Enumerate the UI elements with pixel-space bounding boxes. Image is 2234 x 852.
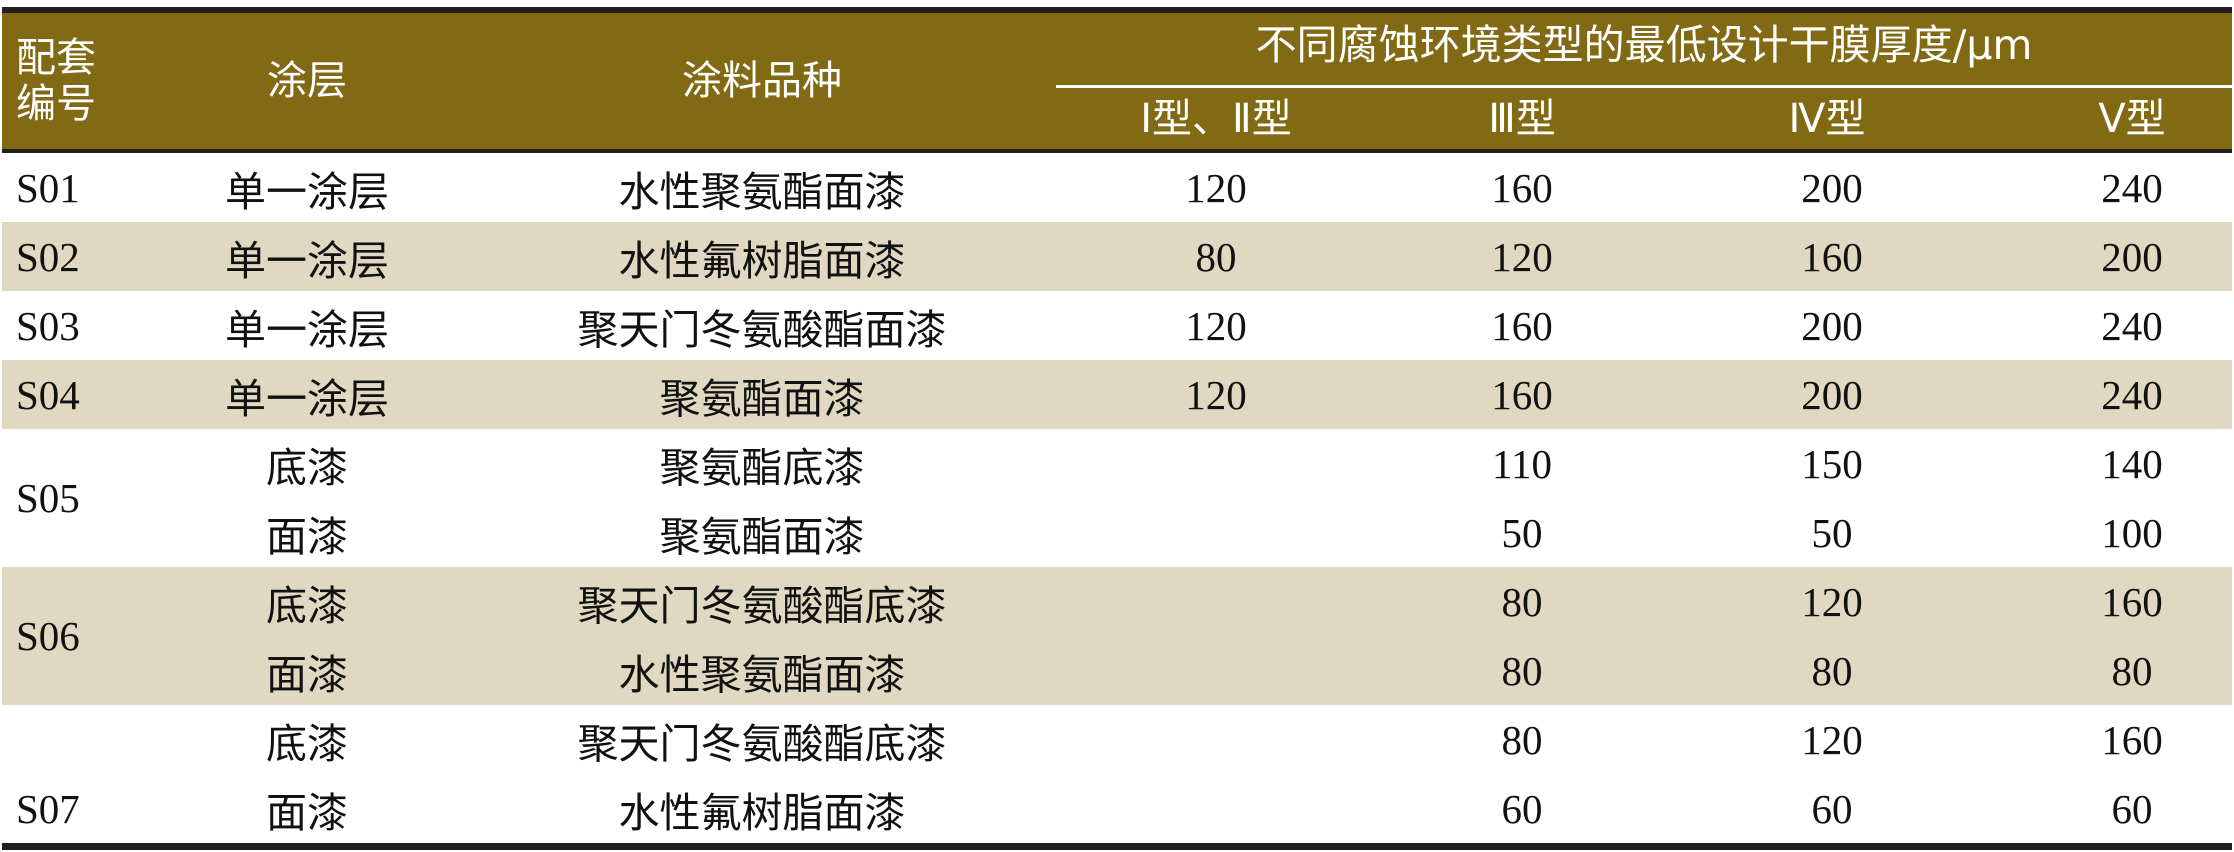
value-type-1-2 bbox=[1076, 774, 1356, 843]
header-type-3: Ⅲ型 bbox=[1488, 96, 1556, 142]
table-subrow-topcoat: 面漆 水性聚氨酯面漆 80 80 80 bbox=[2, 636, 2232, 705]
paint-cell: 聚天门冬氨酸酯底漆 bbox=[577, 582, 947, 629]
value-type-1-2: 120 bbox=[1185, 302, 1247, 349]
value-type-4: 120 bbox=[1801, 578, 1863, 625]
value-type-1-2 bbox=[1076, 498, 1356, 567]
value-type-4: 200 bbox=[1801, 164, 1863, 211]
table-body: S01 单一涂层 水性聚氨酯面漆 120 160 200 240 S02 单一涂… bbox=[2, 153, 2232, 843]
config-id: S04 bbox=[16, 371, 80, 418]
paint-cell: 水性氟树脂面漆 bbox=[618, 237, 906, 284]
header-type-5: Ⅴ型 bbox=[2098, 96, 2166, 142]
value-type-4: 60 bbox=[1811, 785, 1853, 832]
value-type-1-2 bbox=[1076, 705, 1356, 774]
value-type-3: 120 bbox=[1491, 233, 1553, 280]
table-subrow-primer: 底漆 聚天门冬氨酸酯底漆 80 120 160 bbox=[2, 705, 2232, 774]
header-id-line1: 配套 bbox=[16, 35, 96, 81]
value-type-4: 80 bbox=[1811, 647, 1853, 694]
config-id: S05 bbox=[16, 474, 80, 521]
header-type-1-2: Ⅰ型、Ⅱ型 bbox=[1140, 96, 1292, 142]
value-type-4: 50 bbox=[1811, 509, 1853, 556]
config-id: S06 bbox=[16, 612, 80, 659]
config-id: S07 bbox=[16, 785, 80, 832]
value-type-5: 200 bbox=[2101, 233, 2163, 280]
coating-thickness-table: 配套 编号 涂层 涂料品种 不同腐蚀环境类型的最低设计干膜厚度/μm Ⅰ型、Ⅱ型… bbox=[2, 7, 2232, 850]
paint-cell: 聚天门冬氨酸酯底漆 bbox=[577, 720, 947, 767]
value-type-3: 80 bbox=[1501, 647, 1543, 694]
layer-cell: 单一涂层 bbox=[225, 306, 389, 353]
layer-cell: 单一涂层 bbox=[225, 375, 389, 422]
value-type-3: 60 bbox=[1501, 785, 1543, 832]
value-type-5: 160 bbox=[2101, 578, 2163, 625]
paint-cell: 聚氨酯面漆 bbox=[659, 513, 865, 560]
table-row-group: S05 底漆 聚氨酯底漆 110 150 140 面漆 聚氨酯面漆 50 50 … bbox=[2, 429, 2232, 567]
value-type-1-2: 120 bbox=[1185, 371, 1247, 418]
value-type-1-2: 80 bbox=[1195, 233, 1237, 280]
value-type-5: 240 bbox=[2101, 164, 2163, 211]
header-type-4: Ⅳ型 bbox=[1788, 96, 1866, 142]
layer-cell: 面漆 bbox=[266, 651, 348, 698]
top-rule bbox=[2, 7, 2232, 13]
table-row: S01 单一涂层 水性聚氨酯面漆 120 160 200 240 bbox=[2, 153, 2232, 222]
value-type-5: 160 bbox=[2101, 716, 2163, 763]
table-header: 配套 编号 涂层 涂料品种 不同腐蚀环境类型的最低设计干膜厚度/μm Ⅰ型、Ⅱ型… bbox=[2, 13, 2232, 149]
value-type-1-2 bbox=[1076, 429, 1356, 498]
paint-cell: 水性聚氨酯面漆 bbox=[618, 168, 906, 215]
paint-cell: 聚氨酯面漆 bbox=[659, 375, 865, 422]
config-id: S03 bbox=[16, 302, 80, 349]
value-type-4: 120 bbox=[1801, 716, 1863, 763]
layer-cell: 单一涂层 bbox=[225, 168, 389, 215]
layer-cell: 面漆 bbox=[266, 513, 348, 560]
layer-cell: 单一涂层 bbox=[225, 237, 389, 284]
value-type-4: 150 bbox=[1801, 440, 1863, 487]
table-subrow-topcoat: 面漆 水性氟树脂面漆 60 60 60 bbox=[2, 774, 2232, 843]
table-row-group: S07 底漆 聚天门冬氨酸酯底漆 80 120 160 面漆 水性氟树脂面漆 6… bbox=[2, 705, 2232, 843]
bottom-rule bbox=[2, 843, 2232, 850]
paint-cell: 聚天门冬氨酸酯面漆 bbox=[577, 306, 947, 353]
table-row-group: S06 底漆 聚天门冬氨酸酯底漆 80 120 160 面漆 水性聚氨酯面漆 8… bbox=[2, 567, 2232, 705]
table-subrow-topcoat: 面漆 聚氨酯面漆 50 50 100 bbox=[2, 498, 2232, 567]
value-type-1-2 bbox=[1076, 567, 1356, 636]
value-type-3: 50 bbox=[1501, 509, 1543, 556]
value-type-3: 110 bbox=[1492, 440, 1552, 487]
header-group-rule bbox=[1056, 85, 2232, 88]
value-type-5: 140 bbox=[2101, 440, 2163, 487]
table-row: S02 单一涂层 水性氟树脂面漆 80 120 160 200 bbox=[2, 222, 2232, 291]
value-type-5: 100 bbox=[2101, 509, 2163, 556]
paint-cell: 水性氟树脂面漆 bbox=[618, 789, 906, 836]
config-id: S01 bbox=[16, 164, 80, 211]
layer-cell: 底漆 bbox=[266, 444, 348, 491]
header-thickness-group: 不同腐蚀环境类型的最低设计干膜厚度/μm bbox=[1255, 21, 2033, 70]
value-type-5: 80 bbox=[2111, 647, 2153, 694]
value-type-5: 240 bbox=[2101, 371, 2163, 418]
table-subrow-primer: 底漆 聚氨酯底漆 110 150 140 bbox=[2, 429, 2232, 498]
value-type-3: 80 bbox=[1501, 578, 1543, 625]
header-paint: 涂料品种 bbox=[682, 58, 842, 104]
value-type-1-2: 120 bbox=[1185, 164, 1247, 211]
layer-cell: 面漆 bbox=[266, 789, 348, 836]
header-rule bbox=[2, 149, 2232, 153]
value-type-3: 80 bbox=[1501, 716, 1543, 763]
layer-cell: 底漆 bbox=[266, 582, 348, 629]
header-id-line2: 编号 bbox=[16, 81, 96, 127]
value-type-5: 60 bbox=[2111, 785, 2153, 832]
value-type-1-2 bbox=[1076, 636, 1356, 705]
header-config-id: 配套 编号 bbox=[16, 13, 116, 149]
value-type-3: 160 bbox=[1491, 371, 1553, 418]
layer-cell: 底漆 bbox=[266, 720, 348, 767]
config-id: S02 bbox=[16, 233, 80, 280]
paint-cell: 水性聚氨酯面漆 bbox=[618, 651, 906, 698]
value-type-3: 160 bbox=[1491, 302, 1553, 349]
value-type-3: 160 bbox=[1491, 164, 1553, 211]
value-type-4: 200 bbox=[1801, 302, 1863, 349]
value-type-5: 240 bbox=[2101, 302, 2163, 349]
value-type-4: 200 bbox=[1801, 371, 1863, 418]
header-layer: 涂层 bbox=[267, 58, 347, 104]
table-row: S03 单一涂层 聚天门冬氨酸酯面漆 120 160 200 240 bbox=[2, 291, 2232, 360]
value-type-4: 160 bbox=[1801, 233, 1863, 280]
paint-cell: 聚氨酯底漆 bbox=[659, 444, 865, 491]
table-subrow-primer: 底漆 聚天门冬氨酸酯底漆 80 120 160 bbox=[2, 567, 2232, 636]
table-row: S04 单一涂层 聚氨酯面漆 120 160 200 240 bbox=[2, 360, 2232, 429]
